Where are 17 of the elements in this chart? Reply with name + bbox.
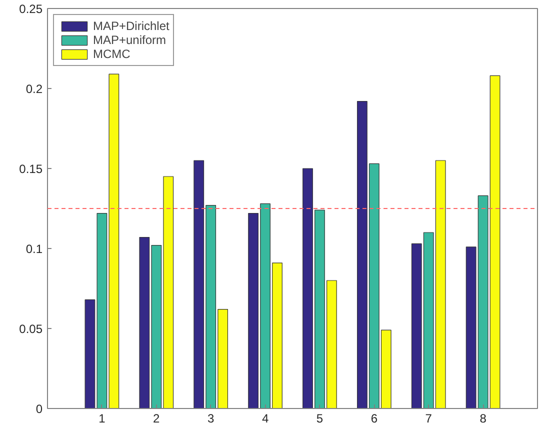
x-tick-label: 2 [153, 412, 160, 426]
y-tick-label: 0.15 [19, 162, 43, 176]
x-tick-label: 3 [207, 412, 214, 426]
x-tick-label: 7 [425, 412, 432, 426]
y-tick-label: 0 [36, 402, 43, 416]
y-tick-label: 0.2 [26, 82, 43, 96]
x-tick-label: 5 [316, 412, 324, 426]
y-tick-label: 0.25 [19, 2, 43, 16]
x-tick-label: 6 [370, 412, 378, 426]
y-tick-label: 0.1 [26, 242, 43, 256]
legend-label: MCMC [93, 47, 130, 61]
legend-label: MAP+uniform [93, 33, 166, 47]
x-tick-label: 8 [480, 412, 487, 426]
legend-label: MAP+Dirichlet [93, 19, 170, 33]
x-tick-label: 4 [262, 412, 269, 426]
x-tick-label: 1 [98, 412, 106, 426]
y-tick-label: 0.05 [19, 322, 43, 336]
